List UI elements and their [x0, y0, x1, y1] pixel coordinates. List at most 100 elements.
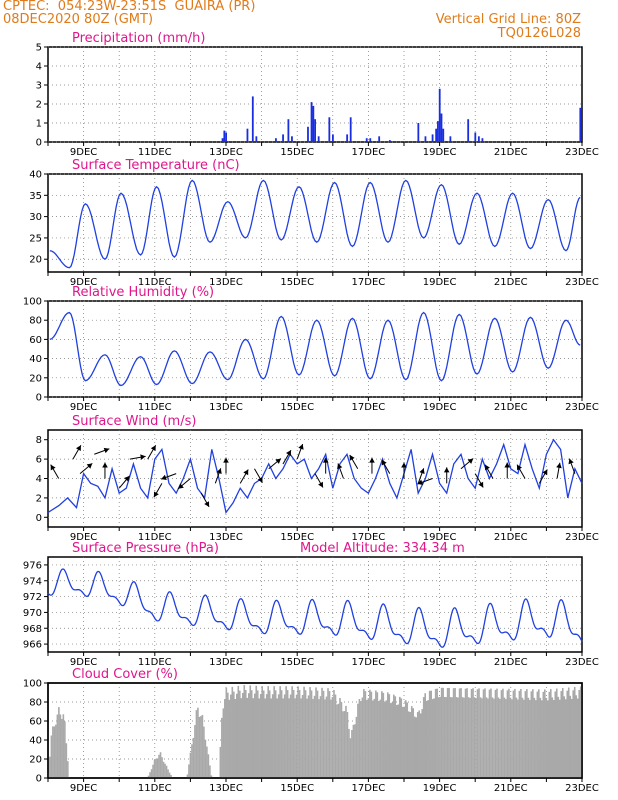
- cloud-cover-bar: [295, 694, 298, 778]
- wind-arrow-head: [369, 457, 375, 463]
- x-tick-label: 11DEC: [138, 532, 172, 543]
- wind-arrow-head: [102, 462, 108, 468]
- panel-cloud-cover: 0 20 40 60 80 100 9DEC 11DEC 13DEC 15DEC 17DEC 19DE…: [23, 667, 599, 794]
- wind-arrow: [443, 467, 450, 484]
- cloud-cover-bar: [153, 759, 156, 778]
- wind-arrow: [200, 492, 210, 508]
- cloud-cover-bar: [164, 763, 166, 778]
- wind-arrow: [556, 462, 562, 479]
- x-tick-label: 23DEC: [565, 402, 599, 413]
- x-tick-label: 17DEC: [352, 147, 386, 158]
- cloud-cover-bar: [437, 697, 440, 778]
- cloud-cover-bar: [192, 737, 195, 778]
- cloud-cover-bar: [369, 689, 371, 778]
- cloud-cover-bar: [434, 688, 437, 778]
- cloud-cover-bar: [373, 698, 376, 778]
- cloud-cover-bar: [363, 689, 365, 778]
- wind-arrow: [460, 458, 474, 470]
- cloud-cover-bar: [322, 690, 325, 778]
- wind-arrow-head: [556, 462, 562, 469]
- panel-title: Surface Wind (m/s): [72, 414, 196, 429]
- cloud-cover-bar: [518, 690, 521, 778]
- wind-arrow-head: [216, 468, 222, 474]
- cloud-cover-bar: [346, 712, 349, 778]
- cloud-cover-bar: [240, 698, 243, 778]
- y-tick-label: 972: [23, 592, 42, 603]
- x-tick-label: 15DEC: [280, 783, 314, 794]
- x-tick-label: 11DEC: [138, 783, 172, 794]
- cloud-cover-bar: [328, 691, 331, 778]
- cloud-cover-bar: [149, 772, 151, 778]
- cloud-cover-bar: [233, 691, 235, 778]
- cloud-cover-bar: [555, 688, 558, 778]
- wind-arrow: [484, 464, 494, 479]
- wind-arrow-head: [286, 450, 291, 456]
- cloud-cover-bar: [289, 694, 292, 778]
- wind-arrow-head: [381, 459, 387, 466]
- humidity-line: [49, 311, 581, 387]
- cloud-cover-bar: [152, 764, 154, 778]
- cloud-cover-bar: [572, 690, 575, 778]
- cloud-cover-bar: [331, 696, 334, 778]
- precipitation-bar: [317, 136, 320, 142]
- cloud-cover-bar: [209, 765, 211, 778]
- precipitation-bar: [474, 132, 477, 142]
- wind-arrow: [296, 443, 304, 460]
- cloud-cover-bar: [455, 697, 458, 778]
- cloud-cover-bar: [532, 689, 534, 778]
- precipitation-bar: [437, 121, 439, 142]
- cloud-cover-bar: [461, 697, 464, 778]
- cloud-cover-bar: [249, 685, 252, 778]
- cloud-cover-bar: [276, 698, 278, 778]
- cloud-cover-bar: [418, 710, 421, 778]
- cloud-cover-bar: [440, 687, 443, 778]
- cloud-cover-bar: [238, 690, 241, 778]
- cloud-cover-bar: [400, 698, 403, 778]
- cloud-cover-bar: [259, 694, 262, 778]
- cloud-cover-bar: [56, 714, 59, 778]
- cloud-cover-bar: [509, 697, 512, 778]
- precipitation-bar: [221, 138, 224, 142]
- cloud-cover-bar: [428, 690, 431, 778]
- cloud-cover-bar: [264, 698, 267, 778]
- cloud-cover-bar: [167, 769, 169, 778]
- wind-arrow-head: [50, 464, 56, 471]
- cloud-cover-bar: [360, 701, 362, 778]
- cloud-cover-bar: [460, 688, 462, 778]
- x-tick-label: 11DEC: [138, 402, 172, 413]
- wind-arrow-head: [257, 476, 263, 483]
- y-tick-label: 40: [29, 170, 42, 181]
- cloud-cover-bar: [366, 699, 368, 778]
- y-tick-label: 80: [29, 316, 42, 327]
- wind-arrow: [254, 468, 263, 483]
- x-tick-label: 9DEC: [70, 657, 97, 668]
- cloud-cover-bar: [282, 698, 284, 778]
- precipitation-bar: [388, 140, 391, 142]
- cloud-cover-bar: [227, 692, 229, 778]
- header-date: 08DEC2020 80Z (GMT): [3, 12, 154, 27]
- x-tick-label: 19DEC: [423, 147, 457, 158]
- cloud-cover-bar: [247, 693, 250, 778]
- wind-arrow: [568, 458, 576, 474]
- x-tick-label: 17DEC: [352, 783, 386, 794]
- wind-arrow-head: [568, 458, 574, 465]
- precipitation-bar: [378, 136, 381, 142]
- x-tick-label: 21DEC: [494, 783, 528, 794]
- cloud-cover-bar: [288, 698, 290, 778]
- x-tick-label: 21DEC: [494, 532, 528, 543]
- wind-arrow: [153, 483, 163, 498]
- cloud-cover-bar: [416, 712, 419, 778]
- panel-frame: [47, 556, 583, 653]
- cloud-cover-bar: [573, 686, 576, 778]
- y-tick-label: 2: [36, 100, 42, 111]
- wind-arrow: [417, 468, 425, 484]
- x-tick-label: 19DEC: [423, 657, 457, 668]
- cloud-cover-bar: [352, 724, 355, 778]
- wind-arrow: [504, 462, 510, 479]
- precipitation-bar: [223, 130, 226, 142]
- cloud-cover-bar: [324, 699, 326, 778]
- pressure-line: [47, 568, 583, 648]
- y-tick-label: 966: [23, 640, 42, 651]
- cloud-cover-bar: [53, 726, 56, 778]
- cloud-cover-bar: [303, 686, 305, 778]
